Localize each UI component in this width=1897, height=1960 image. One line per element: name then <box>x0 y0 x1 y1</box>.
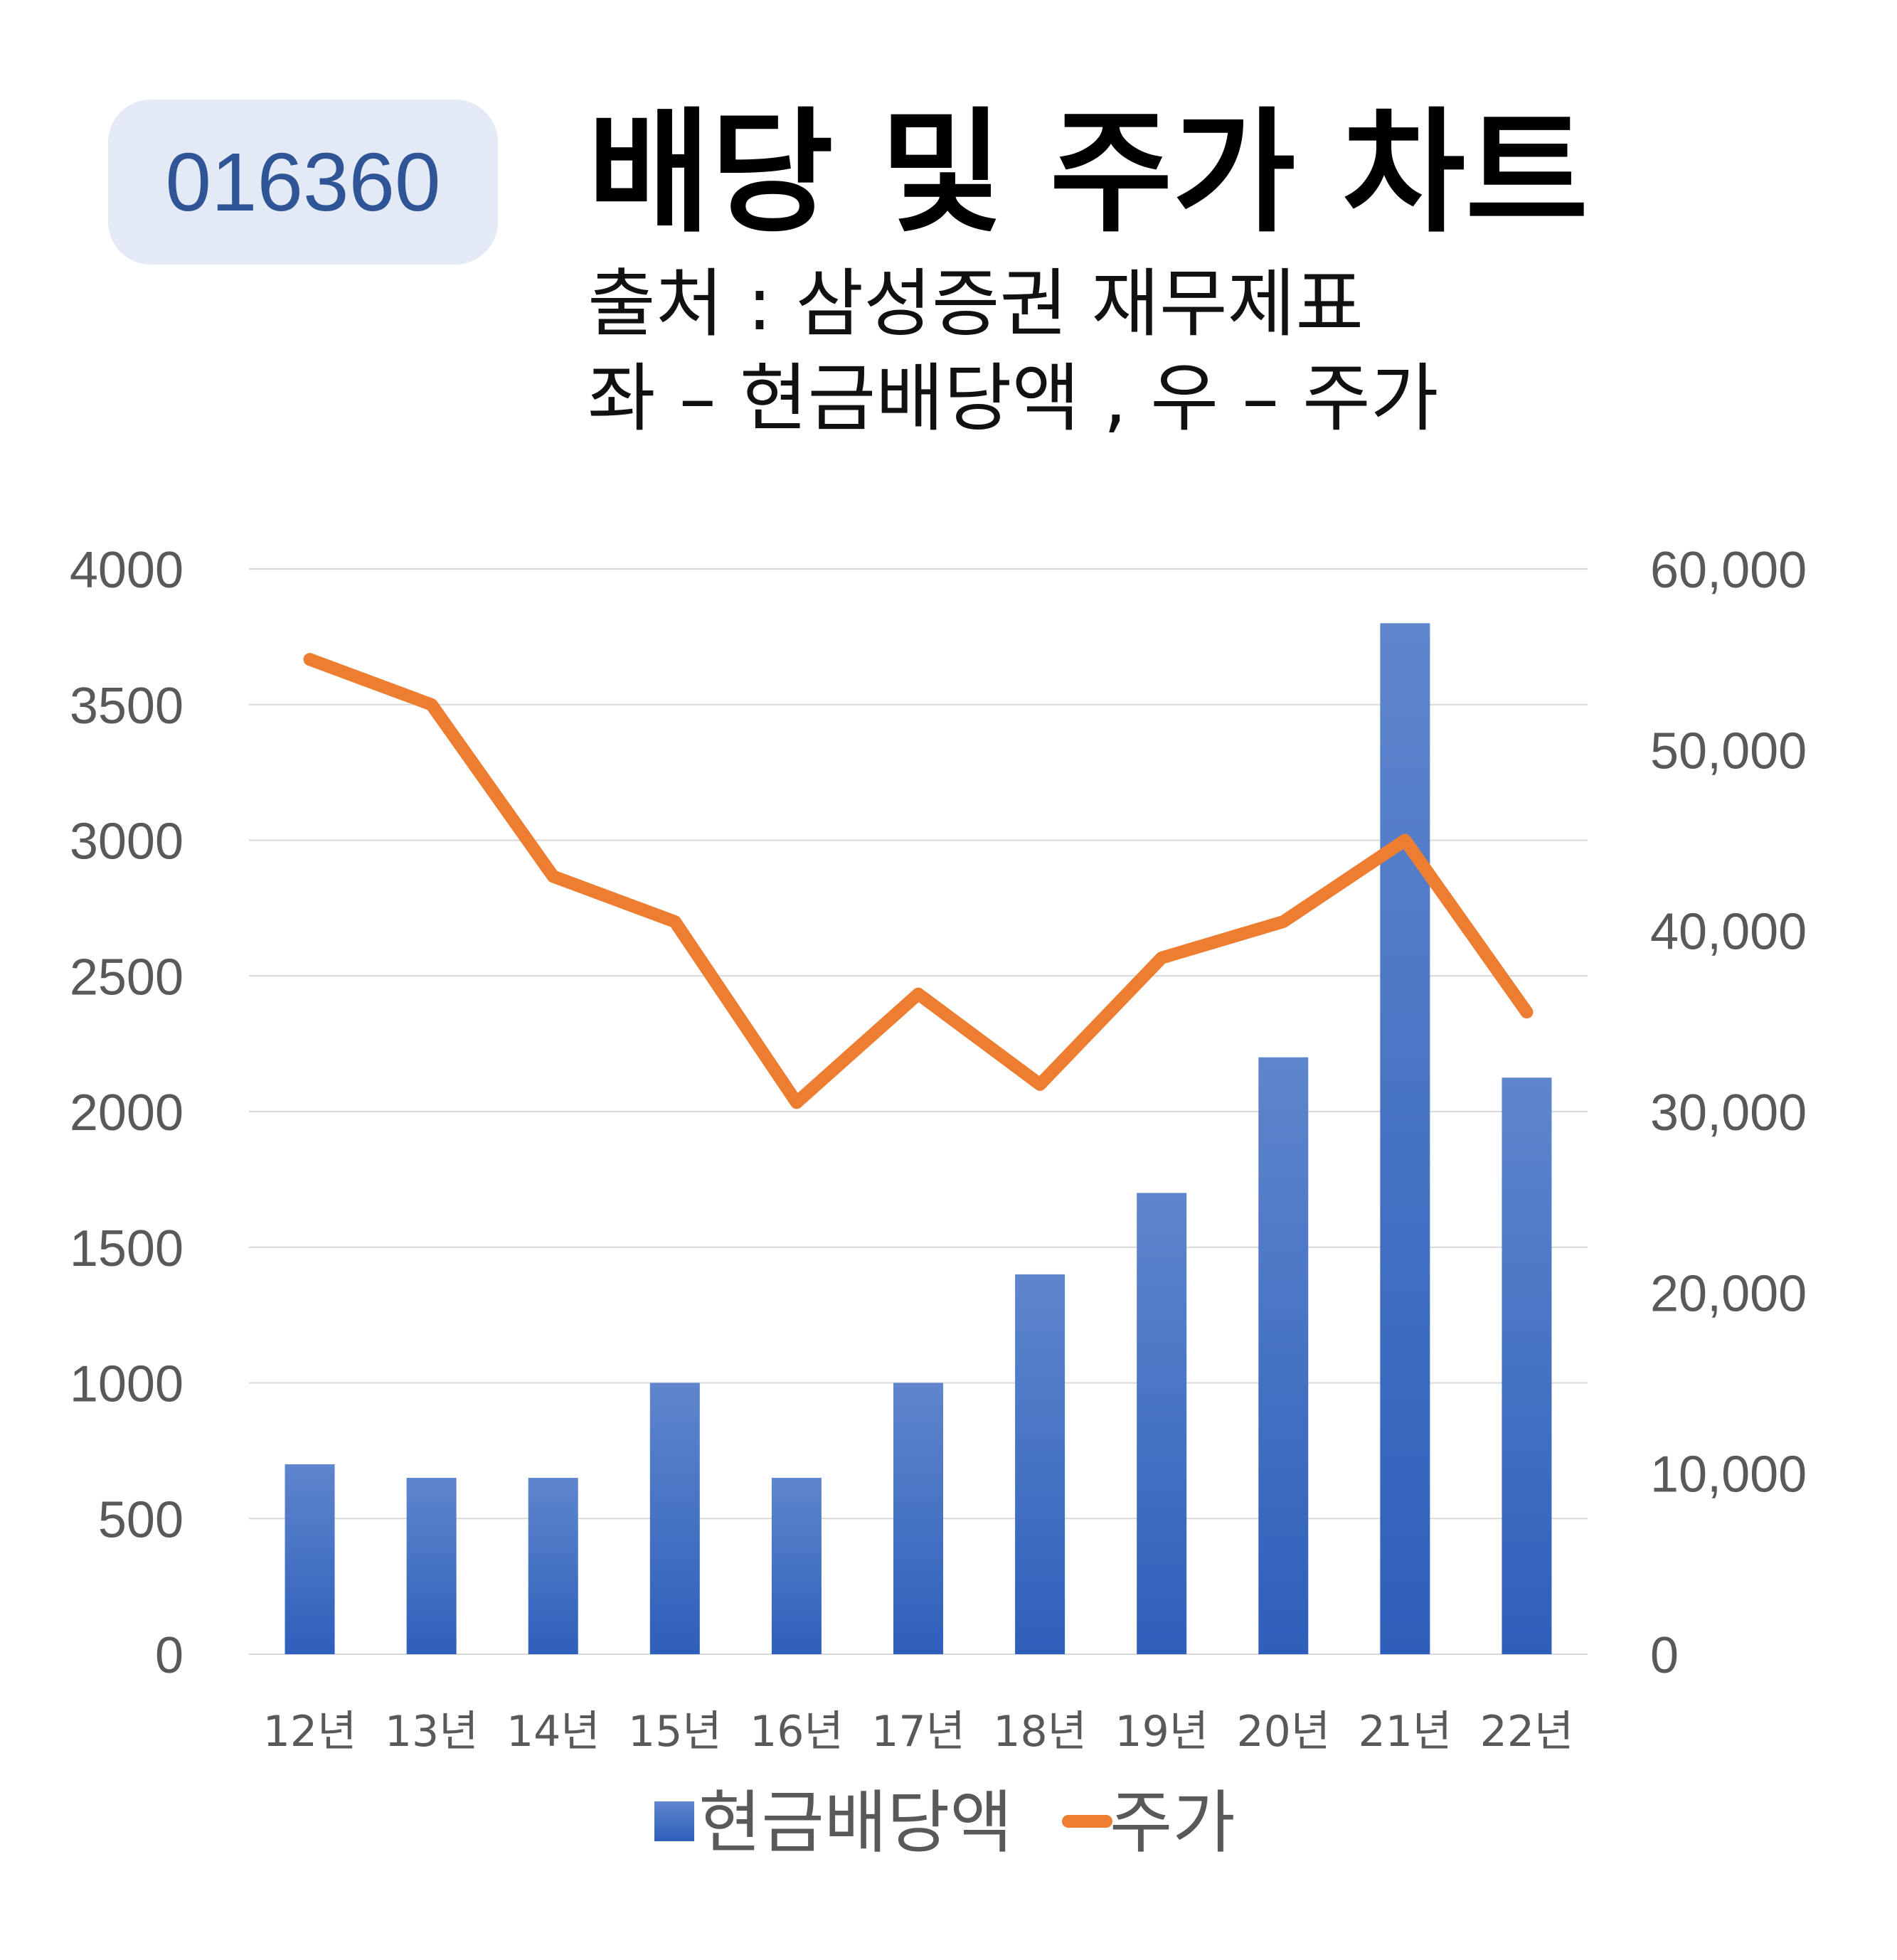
left-axis-ticks: 0 500 1000 1500 2000 2500 3000 3500 4000 <box>70 542 184 1684</box>
left-tick-label: 3500 <box>70 678 184 735</box>
right-tick-label: 40,000 <box>1650 904 1807 961</box>
x-tick-label: 15년 <box>628 1707 722 1757</box>
line-point <box>1401 836 1410 845</box>
left-tick-label: 500 <box>98 1491 184 1548</box>
line-point <box>305 655 314 664</box>
bar <box>1380 623 1430 1654</box>
legend-bar-swatch <box>654 1801 694 1841</box>
x-tick-label: 16년 <box>750 1707 844 1757</box>
line-point <box>670 917 679 926</box>
line-point <box>1279 917 1288 926</box>
chart-source: 출처 : 삼성증권 재무제표 <box>588 260 1364 347</box>
left-tick-label: 2000 <box>70 1085 184 1141</box>
bar <box>1015 1274 1066 1654</box>
ticker-code: 016360 <box>165 136 441 228</box>
line-point <box>427 700 436 709</box>
left-tick-label: 1000 <box>70 1356 184 1413</box>
bar <box>893 1383 943 1654</box>
x-tick-label: 17년 <box>871 1707 965 1757</box>
line-point <box>792 1098 801 1107</box>
right-tick-label: 50,000 <box>1650 723 1807 779</box>
bar <box>1258 1057 1309 1654</box>
bar-series <box>285 623 1552 1654</box>
price-line <box>303 653 1534 1109</box>
chart-title: 배당 및 주가 차트 <box>588 95 1589 251</box>
line-series <box>303 653 1534 1109</box>
right-tick-label: 30,000 <box>1650 1085 1807 1141</box>
right-tick-label: 20,000 <box>1650 1265 1807 1322</box>
left-tick-label: 4000 <box>70 542 184 599</box>
bar <box>406 1478 457 1654</box>
ticker-badge: 016360 <box>108 100 498 265</box>
bar <box>285 1464 335 1654</box>
x-tick-label: 21년 <box>1359 1707 1452 1757</box>
bar <box>771 1478 822 1654</box>
right-tick-label: 60,000 <box>1650 542 1807 599</box>
legend-label-dividend: 현금배당액 <box>698 1783 1013 1863</box>
bar <box>1502 1077 1552 1654</box>
line-point <box>1157 953 1167 962</box>
line-point <box>1522 1008 1531 1017</box>
x-axis-ticks: 12년 13년 14년 15년 16년 17년 18년 19년 20년 21년 22년 <box>263 1707 1573 1757</box>
x-tick-label: 19년 <box>1115 1707 1208 1757</box>
legend-label-price: 주가 <box>1110 1783 1236 1863</box>
line-point <box>548 872 558 881</box>
bar <box>649 1383 700 1654</box>
x-tick-label: 18년 <box>993 1707 1087 1757</box>
left-tick-label: 3000 <box>70 814 184 870</box>
right-axis-ticks: 0 10,000 20,000 30,000 40,000 50,000 60,000 <box>1650 542 1807 1684</box>
x-tick-label: 13년 <box>385 1707 479 1757</box>
bar <box>528 1478 578 1654</box>
left-tick-label: 1500 <box>70 1220 184 1277</box>
x-tick-label: 22년 <box>1480 1707 1574 1757</box>
line-point <box>914 989 923 998</box>
x-tick-label: 12년 <box>263 1707 357 1757</box>
x-tick-label: 14년 <box>506 1707 600 1757</box>
right-tick-label: 10,000 <box>1650 1447 1807 1503</box>
legend: 현금배당액 주가 <box>654 1783 1236 1863</box>
axes-note: 좌 – 현금배당액 , 우 – 주가 <box>588 355 1439 442</box>
left-tick-label: 2500 <box>70 949 184 1006</box>
right-tick-label: 0 <box>1650 1627 1679 1684</box>
line-point <box>1036 1080 1045 1089</box>
bar <box>1137 1193 1187 1654</box>
x-tick-label: 20년 <box>1236 1707 1330 1757</box>
left-tick-label: 0 <box>155 1627 184 1684</box>
